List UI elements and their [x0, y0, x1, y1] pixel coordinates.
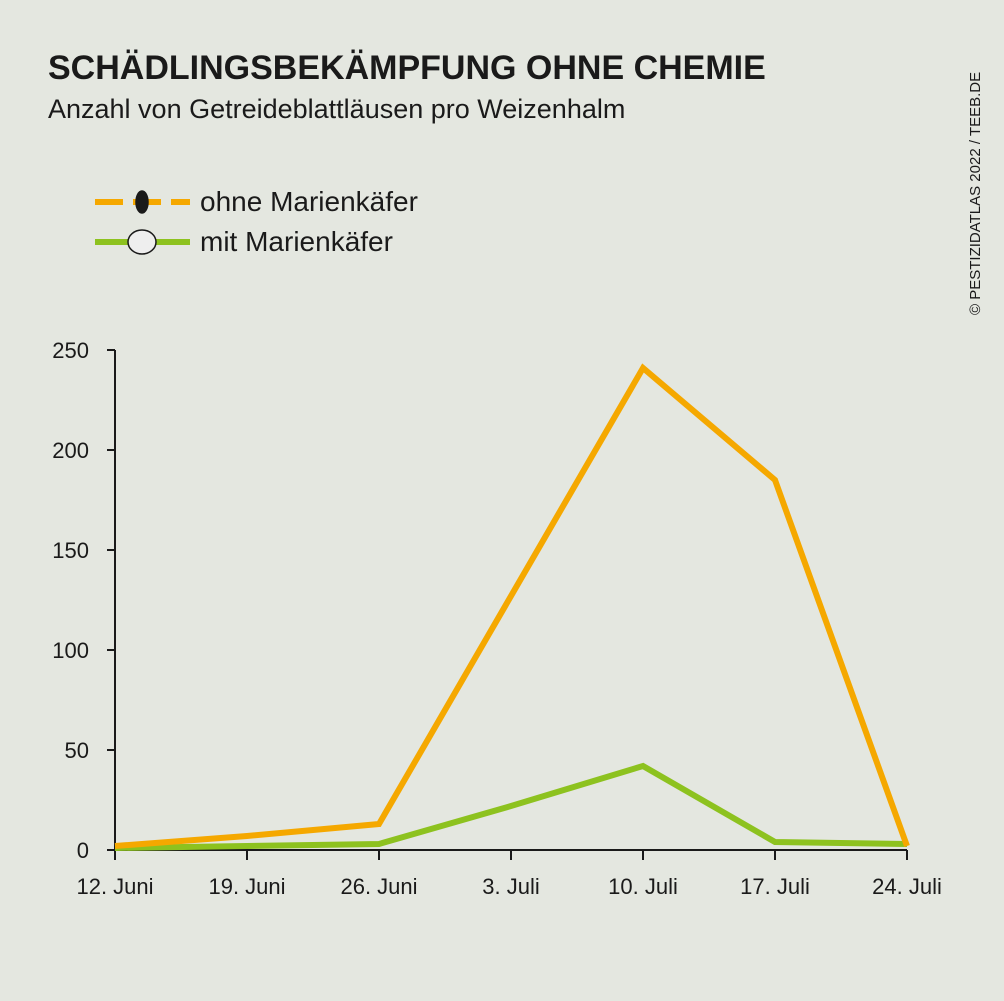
x-tick-label: 24. Juli	[872, 874, 942, 899]
chart-subtitle: Anzahl von Getreideblattläusen pro Weize…	[48, 94, 625, 124]
x-tick-label: 12. Juni	[76, 874, 153, 899]
x-tick-label: 17. Juli	[740, 874, 810, 899]
source: © PESTIZIDATLAS 2022 / TEEB.DE	[967, 72, 984, 315]
chart-title: SCHÄDLINGSBEKÄMPFUNG OHNE CHEMIE	[48, 49, 766, 87]
y-tick-label: 0	[77, 838, 89, 863]
series-line	[114, 762, 908, 851]
y-tick-label: 200	[52, 438, 89, 463]
y-tick-label: 50	[65, 738, 89, 763]
y-tick-label: 150	[52, 538, 89, 563]
x-tick-label: 19. Juni	[208, 874, 285, 899]
x-tick-label: 3. Juli	[482, 874, 539, 899]
series-line	[114, 363, 910, 849]
legend-label: mit Marienkäfer	[200, 226, 393, 257]
legend-icon	[135, 190, 149, 214]
y-tick-label: 250	[52, 338, 89, 363]
legend-label: ohne Marienkäfer	[200, 186, 418, 217]
x-tick-label: 10. Juli	[608, 874, 678, 899]
x-tick-label: 26. Juni	[340, 874, 417, 899]
legend-icon	[127, 229, 157, 255]
y-tick-label: 100	[52, 638, 89, 663]
